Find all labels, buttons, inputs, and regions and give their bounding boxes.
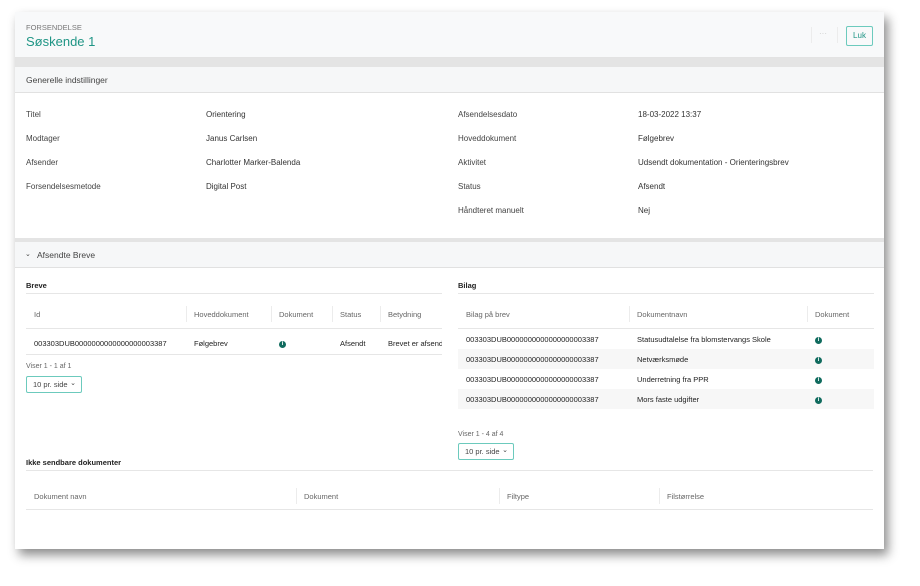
field-link[interactable]: Følgebrev (638, 134, 675, 143)
main-document-link[interactable]: Følgebrev (194, 339, 228, 348)
column-divider (271, 306, 272, 322)
page-size-value: 10 pr. side (33, 380, 68, 389)
letters-panel: Breve Id Hoveddokument Dokument Status Betyd… (26, 281, 442, 481)
column-header[interactable]: Dokumentnavn (637, 310, 688, 319)
chevron-down-icon: ⌄ (25, 251, 31, 258)
letters-title: Breve (26, 281, 47, 290)
document-name-link[interactable]: Mors faste udgifter (637, 395, 700, 404)
column-header[interactable]: Id (34, 310, 41, 319)
field-value: Afsendt (638, 182, 666, 191)
header: FORSENDELSE Søskende 1 ··· Luk (15, 12, 884, 58)
attachment-id: 003303DUB0000000000000000003387 (466, 355, 599, 364)
attachment-id: 003303DUB0000000000000000003387 (466, 335, 599, 344)
divider (837, 27, 838, 43)
divider (15, 238, 884, 242)
divider (26, 470, 873, 471)
paging-info: Viser 1 - 1 af 1 (26, 363, 72, 370)
attachments-panel: Bilag Bilag på brev Dokumentnavn Dokument 0… (458, 281, 874, 481)
document-name-link[interactable]: Underretning fra PPR (637, 375, 709, 384)
unsendable-table: Dokument navn Dokument Filtype Filstørrelse (26, 483, 873, 509)
field-label: Forsendelsesmetode (26, 182, 101, 191)
letter-id: 003303DUB0000000000000000003387 (34, 339, 167, 348)
sent-letters-header[interactable]: ⌄ Afsendte Breve (15, 242, 884, 268)
divider (458, 328, 874, 329)
info-circle-icon[interactable]: i (815, 374, 822, 384)
info-circle-icon[interactable]: i (279, 338, 286, 348)
status: Afsendt (340, 339, 366, 348)
field-label: Modtager (26, 134, 60, 143)
column-header[interactable]: Dokument (815, 310, 850, 319)
page-size-select[interactable]: 10 pr. side ⌄ (26, 376, 82, 393)
chevron-down-icon: ⌄ (502, 447, 508, 454)
column-divider (629, 306, 630, 322)
column-header[interactable]: Filstørrelse (667, 492, 705, 501)
column-header[interactable]: Bilag på brev (466, 310, 510, 319)
general-settings-header: Generelle indstillinger (15, 67, 884, 93)
column-divider (296, 488, 297, 504)
attachment-id: 003303DUB0000000000000000003387 (466, 375, 599, 384)
divider (26, 328, 442, 329)
field-link[interactable]: Udsendt dokumentation - Orienteringsbrev (638, 158, 789, 167)
paging-info: Viser 1 - 4 af 4 (458, 431, 504, 438)
page-title: Søskende 1 (26, 34, 96, 49)
info-circle-icon[interactable]: i (815, 354, 822, 364)
document-name-link[interactable]: Netværksmøde (637, 355, 689, 364)
chevron-down-icon: ⌄ (70, 380, 76, 387)
column-divider (186, 306, 187, 322)
field-label: Håndteret manuelt (458, 206, 524, 215)
divider (811, 27, 812, 43)
page-size-select[interactable]: 10 pr. side ⌄ (458, 443, 514, 460)
column-header[interactable]: Hoveddokument (194, 310, 249, 319)
column-divider (332, 306, 333, 322)
overline: FORSENDELSE (26, 23, 82, 32)
attachment-id: 003303DUB0000000000000000003387 (466, 395, 599, 404)
table-row (458, 389, 874, 409)
divider (458, 293, 874, 294)
field-label: Aktivitet (458, 158, 487, 167)
divider (15, 58, 884, 67)
divider (26, 293, 442, 294)
more-button[interactable]: ··· (819, 29, 827, 38)
column-header[interactable]: Filtype (507, 492, 530, 501)
field-value: Orientering (206, 110, 246, 119)
divider (26, 509, 873, 510)
meaning: Brevet er afsendt (388, 339, 442, 348)
column-divider (499, 488, 500, 504)
table-row (458, 349, 874, 369)
close-button[interactable]: Luk (846, 26, 873, 46)
field-label: Titel (26, 110, 41, 119)
field-label: Afsender (26, 158, 59, 167)
field-value: Charlotter Marker-Balenda (206, 158, 301, 167)
column-divider (807, 306, 808, 322)
column-divider (380, 306, 381, 322)
unsendable-title: Ikke sendbare dokumenter (26, 458, 122, 467)
column-header[interactable]: Dokument (279, 310, 314, 319)
field-value: Digital Post (206, 182, 247, 191)
section-title: Afsendte Breve (37, 250, 96, 260)
page-size-value: 10 pr. side (465, 447, 500, 456)
divider (26, 354, 442, 355)
info-circle-icon[interactable]: i (815, 394, 822, 404)
column-header[interactable]: Dokument navn (34, 492, 87, 501)
shipment-window: FORSENDELSE Søskende 1 ··· Luk Generelle… (15, 12, 884, 549)
field-value: 18-03-2022 13:37 (638, 110, 702, 119)
info-circle-icon[interactable]: i (815, 334, 822, 344)
column-header[interactable]: Dokument (304, 492, 339, 501)
column-header[interactable]: Betydning (388, 310, 422, 319)
document-name-link[interactable]: Statusudtalelse fra blomstervangs Skole (637, 335, 771, 344)
field-label: Afsendelsesdato (458, 110, 518, 119)
field-label: Status (458, 182, 481, 191)
field-label: Hoveddokument (458, 134, 517, 143)
field-link[interactable]: Janus Carlsen (206, 134, 258, 143)
column-header[interactable]: Status (340, 310, 362, 319)
column-divider (659, 488, 660, 504)
field-value: Nej (638, 206, 651, 215)
attachments-title: Bilag (458, 281, 477, 290)
